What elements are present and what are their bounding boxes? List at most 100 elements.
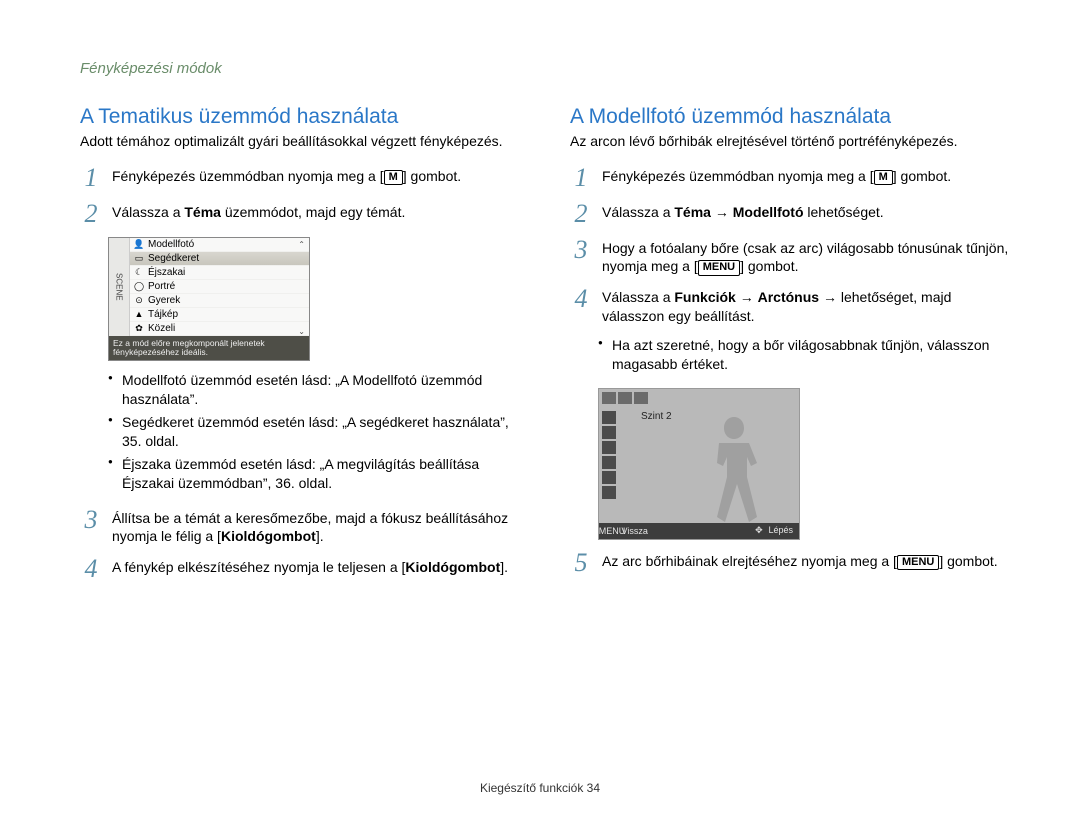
chevron-down-icon: ⌄ — [298, 327, 305, 336]
preview-icon — [602, 441, 616, 454]
scene-item-label: Segédkeret — [148, 253, 199, 264]
scene-item-label: Modellfotó — [148, 239, 194, 250]
silhouette-icon — [699, 417, 769, 522]
scene-caption: Ez a mód előre megkomponált jelenetek fé… — [109, 336, 309, 361]
left-title: A Tematikus üzemmód használata — [80, 105, 520, 129]
scene-menu-item: ☾ Éjszakai — [130, 266, 309, 280]
left-step-1: 1 Fényképezés üzemmódban nyomja meg a [M… — [80, 165, 520, 191]
right-step-5: 5 Az arc bőrhibáinak elrejtéséhez nyomja… — [570, 550, 1010, 576]
menu-icon: MENU — [897, 555, 939, 570]
left-step-2: 2 Válassza a Téma üzemmódot, majd egy té… — [80, 201, 520, 227]
step-text: ] gombot. — [740, 258, 798, 274]
m-icon: M — [874, 170, 893, 185]
preview-level-label: Szint 2 — [641, 411, 672, 422]
step-text: ] gombot. — [893, 168, 951, 184]
step-text: ] gombot. — [403, 168, 461, 184]
scene-menu-item: 👤 Modellfotó — [130, 238, 309, 252]
m-icon: M — [384, 170, 403, 185]
right-step-3: 3 Hogy a fotóalany bőre (csak az arc) vi… — [570, 237, 1010, 277]
arrow-icon: → — [823, 289, 837, 305]
preview-icon — [602, 392, 616, 404]
step-number: 2 — [80, 201, 102, 227]
step-text: Fényképezés üzemmódban nyomja meg a [ — [602, 168, 874, 184]
preview-icon — [602, 456, 616, 469]
dpad-icon: ✥ — [752, 525, 766, 536]
page-footer: Kiegészítő funkciók 34 — [0, 781, 1080, 795]
chevron-up-icon: ⌃ — [298, 240, 305, 249]
step-text: lehetőséget. — [804, 204, 884, 220]
step-text-bold: Téma — [674, 204, 711, 220]
content-columns: A Tematikus üzemmód használata Adott tém… — [80, 105, 1010, 592]
step-text-bold: Funkciók — [674, 289, 735, 305]
bullet-item: Éjszaka üzemmód esetén lásd: „A megvilág… — [108, 455, 520, 493]
preview-bottom-bar: MENU Vissza ✥ Lépés — [599, 523, 799, 539]
preview-icon — [602, 411, 616, 424]
bullet-item: Modellfotó üzemmód esetén lásd: „A Model… — [108, 371, 520, 409]
step-number: 2 — [570, 201, 592, 227]
step-text: Válassza a — [602, 204, 674, 220]
bullet-item: Segédkeret üzemmód esetén lásd: „A segéd… — [108, 413, 520, 451]
step-text: Válassza a — [602, 289, 674, 305]
section-header: Fényképezési módok — [80, 60, 1010, 77]
step-number: 5 — [570, 550, 592, 576]
arrow-icon: → — [740, 289, 754, 305]
step-text-bold: Kioldógombot — [221, 528, 316, 544]
right-column: A Modellfotó üzemmód használata Az arcon… — [570, 105, 1010, 592]
step-text-bold: Arctónus — [758, 289, 819, 305]
scene-item-icon: ✿ — [134, 323, 144, 333]
right-lead: Az arcon lévő bőrhibák elrejtésével tört… — [570, 133, 1010, 151]
scene-side-label: SCENE — [109, 238, 130, 336]
right-step-4: 4 Válassza a Funkciók → Arctónus → lehet… — [570, 286, 1010, 326]
scene-item-icon: ◯ — [134, 281, 144, 291]
preview-side-icons — [602, 411, 616, 499]
scene-item-icon: ▭ — [134, 253, 144, 263]
step-text: Hogy a fotóalany bőre (csak az arc) vilá… — [602, 240, 1008, 275]
scene-item-icon: ▲ — [134, 309, 144, 319]
preview-icon — [602, 426, 616, 439]
scene-item-label: Közeli — [148, 323, 175, 334]
preview-icon — [602, 486, 616, 499]
arrow-icon: → — [715, 204, 729, 220]
back-label: Vissza — [622, 526, 648, 536]
bullet-item: Ha azt szeretné, hogy a bőr világosabbna… — [598, 336, 1010, 374]
left-column: A Tematikus üzemmód használata Adott tém… — [80, 105, 520, 592]
step-text: A fénykép elkészítéséhez nyomja le telje… — [112, 559, 405, 575]
menu-small-icon: MENU — [605, 526, 619, 536]
right-bullets: Ha azt szeretné, hogy a bőr világosabbna… — [570, 336, 1010, 374]
scene-item-icon: 👤 — [134, 239, 144, 249]
right-title: A Modellfotó üzemmód használata — [570, 105, 1010, 129]
preview-icon — [634, 392, 648, 404]
step-text-bold: Kioldógombot — [405, 559, 500, 575]
step-text: Válassza a — [112, 204, 184, 220]
scene-menu-item: ✿ Közeli — [130, 322, 309, 336]
step-text: ]. — [316, 528, 324, 544]
step-number: 3 — [80, 507, 102, 533]
scene-item-label: Éjszakai — [148, 267, 185, 278]
step-number: 4 — [570, 286, 592, 312]
preview-top-icons — [602, 392, 648, 404]
left-step-4: 4 A fénykép elkészítéséhez nyomja le tel… — [80, 556, 520, 582]
step-number: 4 — [80, 556, 102, 582]
step-text: ]. — [500, 559, 508, 575]
scene-item-icon: ⊙ — [134, 295, 144, 305]
step-number: 1 — [80, 165, 102, 191]
camera-preview-illustration: Szint 2 MENU Vissza ✥ Lépés — [598, 388, 800, 540]
scene-menu-item: ▲ Tájkép — [130, 308, 309, 322]
step-number: 3 — [570, 237, 592, 263]
step-text: Fényképezés üzemmódban nyomja meg a [ — [112, 168, 384, 184]
scene-menu-illustration: ⌃ SCENE 👤 Modellfotó ▭ Segédkeret ☾ Éjszakai ◯… — [108, 237, 310, 362]
step-text: üzemmódot, majd egy témát. — [221, 204, 405, 220]
menu-icon: MENU — [698, 260, 740, 275]
scene-item-label: Gyerek — [148, 295, 180, 306]
scene-item-icon: ☾ — [134, 267, 144, 277]
right-step-2: 2 Válassza a Téma → Modellfotó lehetőség… — [570, 201, 1010, 227]
step-text-bold: Modellfotó — [733, 204, 804, 220]
preview-icon — [618, 392, 632, 404]
preview-icon — [602, 471, 616, 484]
scene-menu-item: ▭ Segédkeret — [130, 252, 309, 266]
scene-item-label: Tájkép — [148, 309, 178, 320]
left-lead: Adott témához optimalizált gyári beállít… — [80, 133, 520, 151]
step-number: 1 — [570, 165, 592, 191]
scene-item-label: Portré — [148, 281, 175, 292]
scene-menu-item: ⊙ Gyerek — [130, 294, 309, 308]
